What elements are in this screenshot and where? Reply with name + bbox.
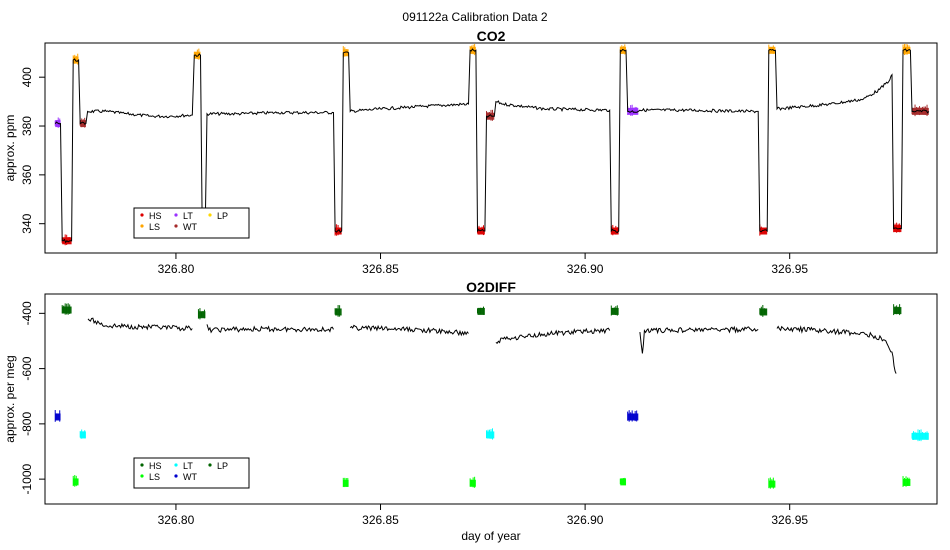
legend-label: LT	[183, 211, 193, 221]
marker-hs	[759, 308, 768, 316]
y-tick-label: 340	[20, 213, 34, 233]
o2diff-panel: O2DIFF 326.80 326.85 326.90 326.95 -1000 -800 -…	[3, 279, 938, 543]
y-tick-label: 360	[20, 165, 34, 185]
legend-swatch	[208, 463, 212, 467]
marker-ls	[903, 478, 911, 486]
x-axis-label: day of year	[461, 529, 520, 543]
legend-swatch	[208, 213, 212, 217]
marker-wt	[627, 413, 639, 421]
legend-label: LP	[217, 211, 228, 221]
legend-swatch	[174, 474, 178, 478]
y-tick-label: -800	[20, 412, 34, 436]
x-tick-label: 326.85	[362, 513, 399, 527]
legend-label: HS	[149, 211, 162, 221]
plot-frame	[44, 293, 938, 505]
series-segment	[776, 325, 897, 374]
legend-label: LP	[217, 461, 228, 471]
y-axis-label: approx. per meg	[3, 355, 17, 442]
figure-title: 091122a Calibration Data 2	[402, 10, 548, 24]
y-axis-label: approx. ppm	[3, 115, 17, 182]
x-tick-label: 326.85	[362, 262, 399, 276]
x-tick-label: 326.90	[567, 262, 604, 276]
x-tick-label: 326.95	[771, 513, 808, 527]
legend-swatch	[140, 224, 144, 228]
legend-box	[133, 457, 250, 489]
marker-hs	[477, 227, 485, 235]
legend-label: LT	[183, 461, 193, 471]
legend-swatch	[174, 213, 178, 217]
panel-title: CO2	[477, 28, 506, 44]
y-tick-label: -400	[20, 301, 34, 325]
marker-hs	[759, 227, 768, 235]
legend-swatch	[140, 474, 144, 478]
marker-hs	[611, 307, 619, 315]
x-tick-label: 326.95	[771, 262, 808, 276]
marker-lt	[486, 431, 495, 439]
series-segment	[495, 327, 611, 345]
legend-label: LS	[149, 472, 160, 482]
marker-hs	[477, 307, 485, 315]
series-line	[54, 48, 930, 244]
marker-wt	[486, 112, 495, 120]
marker-lt	[912, 432, 929, 440]
series-segment	[206, 324, 334, 334]
series-segment	[639, 325, 759, 354]
y-tick-label: 400	[20, 67, 34, 87]
legend-label: WT	[183, 222, 197, 232]
y-tick-label: -600	[20, 356, 34, 380]
legend-label: HS	[149, 461, 162, 471]
x-tick-label: 326.80	[158, 513, 195, 527]
series-segment	[349, 324, 469, 337]
legend-swatch	[140, 213, 144, 217]
x-tick-label: 326.90	[567, 513, 604, 527]
legend-label: WT	[183, 472, 197, 482]
legend-box	[133, 207, 250, 239]
y-tick-label: 380	[20, 116, 34, 136]
plot-area	[54, 303, 929, 489]
plot-frame	[44, 42, 938, 254]
plot-area	[54, 44, 930, 246]
marker-wt	[912, 107, 929, 115]
marker-hs	[893, 307, 902, 315]
legend-swatch	[140, 463, 144, 467]
series-segment	[87, 317, 193, 332]
co2-panel: CO2 326.80 326.85 326.90 326.95 340 360 380 400 a…	[3, 28, 938, 276]
legend-swatch	[174, 224, 178, 228]
y-tick-label: -1000	[20, 463, 34, 494]
legend-label: LS	[149, 222, 160, 232]
panel-title: O2DIFF	[466, 279, 516, 295]
legend-swatch	[174, 463, 178, 467]
x-tick-label: 326.80	[158, 262, 195, 276]
